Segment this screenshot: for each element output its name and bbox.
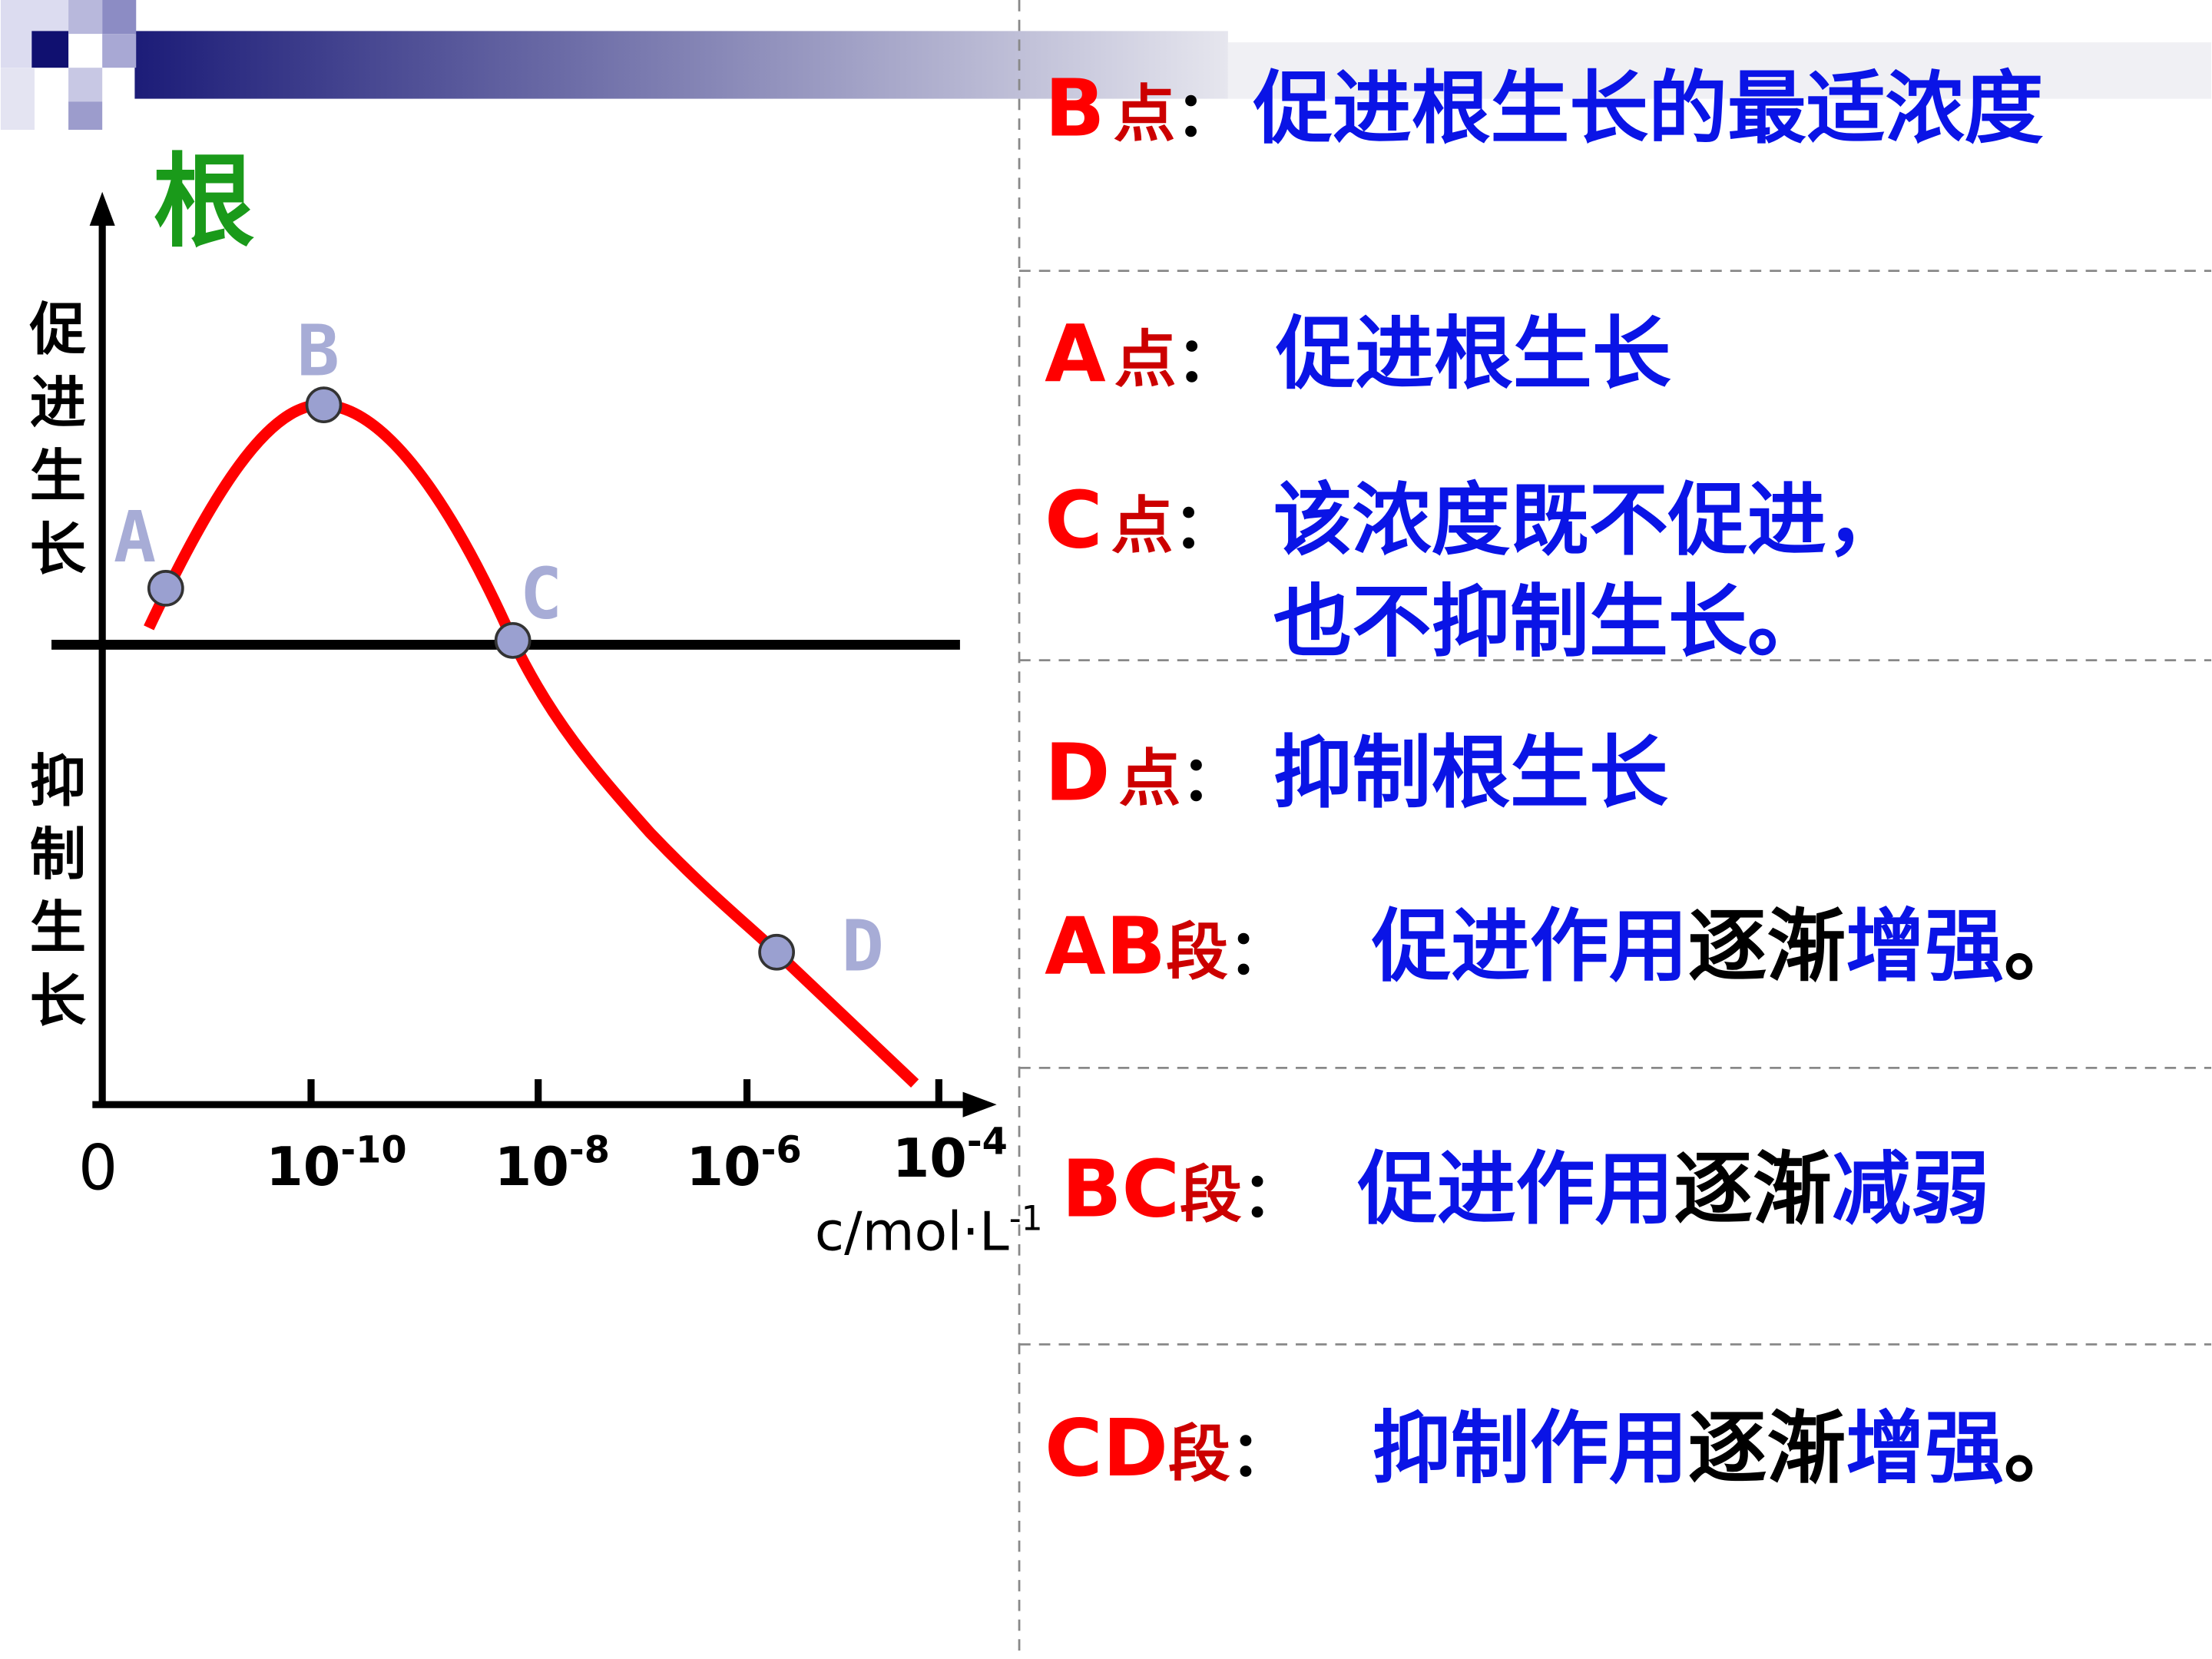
note-label: A — [1045, 309, 1106, 400]
point-label: A — [114, 496, 156, 578]
note-text: 促进作用 — [1371, 901, 1687, 992]
note-text: 减弱 — [1832, 1144, 1990, 1235]
x-origin: 0 — [78, 1132, 118, 1204]
tick-exp: -8 — [569, 1129, 610, 1171]
note-text: 。 — [2004, 1403, 2083, 1495]
x-tick-label: 10-8 — [495, 1129, 610, 1197]
note-text: 。 — [2004, 901, 2083, 992]
tick-base: 10 — [266, 1136, 340, 1198]
tick-base: 10 — [892, 1128, 967, 1190]
note-text: 促进根生长 — [1275, 309, 1671, 400]
note-label: D — [1045, 727, 1110, 819]
x-unit: c/mol·L-1 — [815, 1200, 1043, 1263]
notes: B 点： 促进根生长的最适浓度 A 点： 促进根生长 C 点： 该浓度既不促进，也不抑制生长… — [1045, 63, 2083, 1495]
note-text: 逐渐 — [1674, 1144, 1832, 1235]
tick-base: 10 — [495, 1136, 569, 1198]
note-colon: ： — [1181, 743, 1243, 815]
note-colon: ： — [1175, 78, 1237, 151]
note-label: BC — [1061, 1144, 1180, 1235]
note-text: 增强 — [1846, 1403, 2004, 1495]
note-colon: ： — [1228, 916, 1290, 988]
curve-points — [147, 386, 795, 971]
note-text: 增强 — [1846, 901, 2004, 992]
note: A 点： 促进根生长 — [1045, 309, 1671, 400]
note-colon: ： — [1230, 1419, 1293, 1491]
note-text: 该浓度既不促进， — [1273, 475, 1906, 567]
note-text: 也不抑制生长。 — [1273, 577, 1826, 668]
note-colon: ： — [1242, 1159, 1304, 1231]
note-text: 逐渐 — [1688, 1403, 1846, 1495]
tick-exp: -10 — [340, 1129, 406, 1171]
note-kind: 点 — [1114, 323, 1177, 396]
point-label: C — [520, 552, 562, 634]
unit-base: c/mol·L — [815, 1200, 1009, 1263]
note: C 点： 该浓度既不促进， 也不抑制生长。 — [1045, 475, 1905, 668]
note-label: B — [1045, 63, 1104, 154]
header-decoration — [0, 0, 2212, 130]
note-kind: 段 — [1168, 1418, 1230, 1491]
note-colon: ： — [1173, 491, 1235, 563]
note-text: 抑制作用 — [1372, 1403, 1687, 1495]
note-kind: 点 — [1118, 742, 1181, 815]
tick-exp: -4 — [967, 1121, 1008, 1163]
note-label: AB — [1045, 901, 1166, 992]
tick-base: 10 — [687, 1136, 761, 1198]
y-label-promote: 促进生长 — [20, 299, 87, 592]
note-text: 促进根生长的最适浓度 — [1253, 63, 2044, 154]
title: 根 — [153, 144, 254, 262]
note: BC段： 促进作用逐渐减弱 — [1061, 1144, 1990, 1235]
note-label: C — [1045, 475, 1102, 567]
note: CD段： 抑制作用逐渐增强。 — [1045, 1403, 2083, 1495]
x-tick-label: 10-4 — [892, 1121, 1008, 1189]
unit-exp: -1 — [1009, 1200, 1043, 1239]
note: AB段： 促进作用逐渐增强。 — [1045, 901, 2083, 992]
note-kind: 段 — [1166, 916, 1228, 988]
note-label: CD — [1045, 1403, 1168, 1495]
response-curve — [144, 399, 919, 1088]
tick-exp: -6 — [761, 1129, 802, 1171]
note: B 点： 促进根生长的最适浓度 — [1045, 63, 2043, 154]
note-kind: 段 — [1180, 1158, 1242, 1231]
note-colon: ： — [1177, 324, 1239, 396]
note-kind: 点 — [1111, 490, 1174, 563]
note-text: 逐渐 — [1688, 901, 1846, 992]
note-text: 促进作用 — [1357, 1144, 1674, 1235]
note: D 点： 抑制根生长 — [1045, 727, 1668, 819]
x-tick-label: 10-10 — [266, 1129, 406, 1197]
separators — [1018, 0, 2212, 1659]
x-tick-label: 10-6 — [687, 1129, 802, 1197]
point-label: B — [297, 310, 339, 392]
point-label: D — [842, 906, 884, 988]
y-label-inhibit: 抑制生长 — [20, 750, 85, 1044]
note-text: 抑制根生长 — [1273, 727, 1668, 819]
note-kind: 点 — [1114, 78, 1176, 151]
